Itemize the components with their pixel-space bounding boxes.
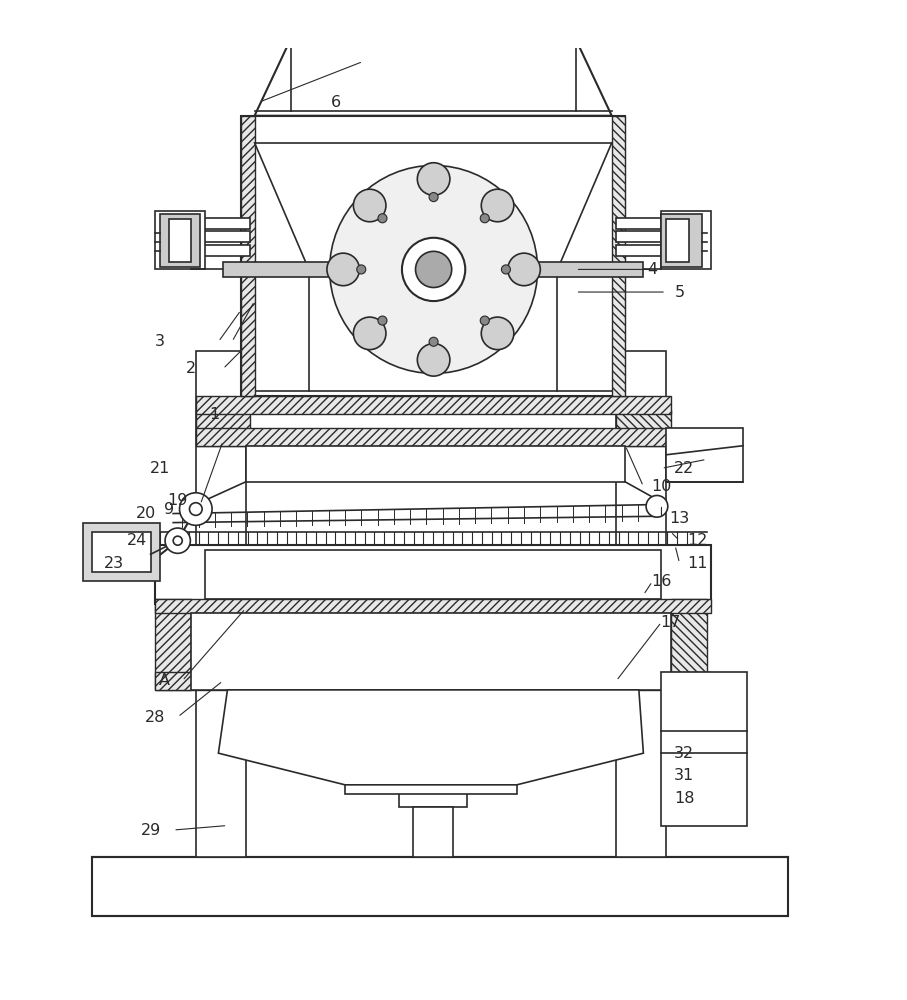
Bar <box>196 410 250 446</box>
Bar <box>196 396 670 414</box>
Text: 5: 5 <box>675 285 685 300</box>
Text: 17: 17 <box>660 615 680 630</box>
Circle shape <box>480 316 489 325</box>
Circle shape <box>429 337 438 346</box>
Text: 28: 28 <box>145 710 165 725</box>
Bar <box>661 672 747 826</box>
Text: 3: 3 <box>154 334 165 349</box>
Bar <box>191 218 250 229</box>
Bar <box>155 599 711 613</box>
Text: 9: 9 <box>163 502 174 517</box>
Circle shape <box>354 317 386 350</box>
Bar <box>196 428 670 446</box>
Bar <box>381 690 485 753</box>
Polygon shape <box>255 39 611 116</box>
Circle shape <box>417 163 450 195</box>
Bar <box>92 857 788 916</box>
Bar <box>666 428 743 482</box>
Bar <box>246 446 625 482</box>
Bar <box>83 523 160 581</box>
Text: 20: 20 <box>136 506 156 521</box>
Bar <box>155 672 711 690</box>
Circle shape <box>415 251 452 288</box>
Bar <box>616 410 670 446</box>
Text: 24: 24 <box>127 533 147 548</box>
Text: 23: 23 <box>104 556 124 571</box>
Bar <box>223 262 643 277</box>
Circle shape <box>429 193 438 202</box>
Text: 12: 12 <box>688 533 707 548</box>
Text: 22: 22 <box>674 461 694 476</box>
Text: A: A <box>159 673 170 688</box>
Circle shape <box>173 536 182 545</box>
Polygon shape <box>219 690 643 785</box>
Circle shape <box>378 214 387 223</box>
Bar <box>661 214 702 267</box>
Text: 32: 32 <box>674 746 694 761</box>
Circle shape <box>502 265 511 274</box>
Circle shape <box>190 503 202 515</box>
Bar <box>155 545 711 604</box>
Bar <box>241 116 255 396</box>
Bar <box>160 214 200 267</box>
Circle shape <box>329 165 538 373</box>
Circle shape <box>378 316 387 325</box>
Circle shape <box>356 265 366 274</box>
Text: 31: 31 <box>674 768 694 783</box>
Bar <box>191 613 670 690</box>
Circle shape <box>646 495 668 517</box>
Text: 10: 10 <box>651 479 672 494</box>
Bar <box>92 532 151 572</box>
Bar <box>670 599 707 690</box>
Circle shape <box>482 189 514 222</box>
Bar <box>616 231 675 242</box>
Bar <box>666 219 688 262</box>
Bar <box>241 116 625 396</box>
Circle shape <box>482 317 514 350</box>
Text: 16: 16 <box>651 574 672 589</box>
Text: 21: 21 <box>150 461 170 476</box>
Bar <box>616 218 675 229</box>
Bar <box>196 351 246 857</box>
Bar <box>661 211 711 269</box>
Circle shape <box>327 253 359 286</box>
Text: 6: 6 <box>331 95 341 110</box>
Text: 13: 13 <box>669 511 689 526</box>
Text: 18: 18 <box>674 791 695 806</box>
Bar <box>169 219 191 262</box>
Text: 4: 4 <box>648 262 658 277</box>
Circle shape <box>180 493 212 525</box>
Text: 19: 19 <box>168 493 188 508</box>
Circle shape <box>354 189 386 222</box>
Text: 2: 2 <box>186 361 196 376</box>
Circle shape <box>165 528 190 553</box>
Bar <box>191 245 250 256</box>
Text: 29: 29 <box>141 823 161 838</box>
Bar <box>205 550 661 599</box>
Text: 1: 1 <box>209 407 219 422</box>
Bar <box>191 231 250 242</box>
Bar <box>611 116 625 396</box>
Bar <box>155 211 205 269</box>
Circle shape <box>480 214 489 223</box>
Bar <box>616 245 675 256</box>
Bar <box>413 807 454 857</box>
Text: 11: 11 <box>688 556 707 571</box>
Bar <box>345 780 517 794</box>
Circle shape <box>402 238 465 301</box>
Bar <box>399 753 467 807</box>
Bar <box>616 351 666 857</box>
Bar <box>155 599 191 690</box>
Circle shape <box>417 344 450 376</box>
Circle shape <box>508 253 541 286</box>
